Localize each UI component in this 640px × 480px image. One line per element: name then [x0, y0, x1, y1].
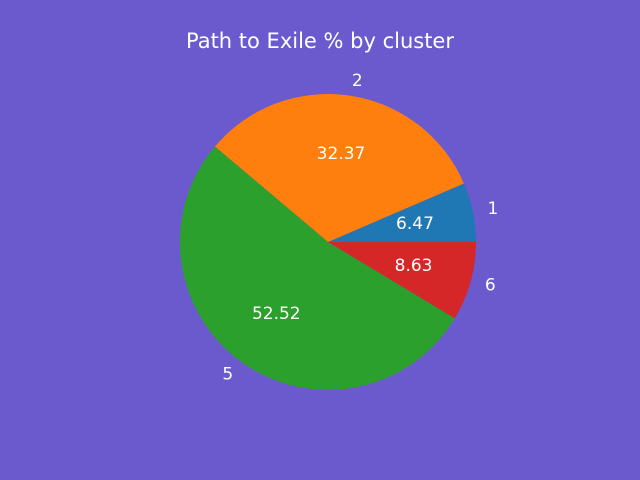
- pie-slices: [180, 93, 476, 390]
- value-label-6: 8.63: [395, 256, 433, 276]
- pie-slice-5: [180, 146, 455, 390]
- category-label-2: 2: [352, 71, 363, 91]
- pie-slice-6: [328, 242, 476, 319]
- pie-labels: 1 6.47 2 32.37 5 52.52 6 8.63: [222, 71, 498, 384]
- pie-slice-1: [328, 183, 476, 242]
- pie-slice-2: [214, 93, 464, 242]
- category-label-5: 5: [222, 364, 233, 384]
- category-label-1: 1: [487, 199, 498, 219]
- chart-title: Path to Exile % by cluster: [185, 29, 454, 53]
- value-label-2: 32.37: [317, 144, 366, 164]
- value-label-1: 6.47: [396, 214, 434, 234]
- category-label-6: 6: [485, 276, 496, 296]
- value-label-5: 52.52: [252, 304, 301, 324]
